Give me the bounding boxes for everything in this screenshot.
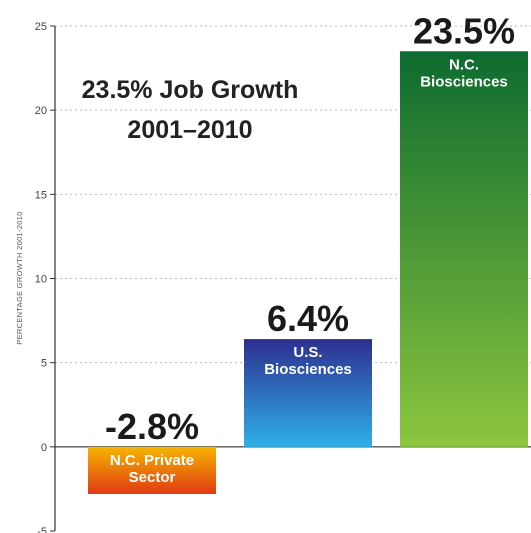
bar-3 (400, 51, 528, 447)
y-tick-label: 10 (35, 274, 47, 286)
value-label: -2.8% (105, 406, 199, 447)
y-tick-label: 20 (35, 105, 47, 117)
bar-2 (244, 339, 372, 447)
category-label: N.C. Private (110, 452, 194, 469)
value-label: 6.4% (267, 298, 349, 339)
bar-1 (88, 446, 216, 494)
chart-title-line-2: 2001–2010 (127, 116, 252, 144)
category-label: Biosciences (264, 361, 352, 378)
category-label: Sector (129, 469, 176, 486)
y-tick-label: -5 (37, 526, 47, 533)
y-tick-label: 15 (35, 189, 47, 201)
value-labels: -2.8%N.C. PrivateSector6.4%U.S.Bioscienc… (105, 10, 515, 486)
y-axis-label: PERCENTAGE GROWTH 2001-2010 (15, 211, 24, 344)
y-tick-label: 25 (35, 21, 47, 33)
category-label: N.C. (449, 56, 479, 73)
y-axis-ticks: -5 0 5 10 15 20 25 (35, 21, 55, 533)
category-label: Biosciences (420, 73, 508, 90)
category-label: U.S. (293, 344, 322, 361)
bars-group (88, 51, 528, 494)
y-tick-label: 0 (41, 442, 47, 454)
value-label: 23.5% (413, 10, 515, 51)
y-tick-label: 5 (41, 358, 47, 370)
chart-title-line-1: 23.5% Job Growth (82, 76, 299, 104)
